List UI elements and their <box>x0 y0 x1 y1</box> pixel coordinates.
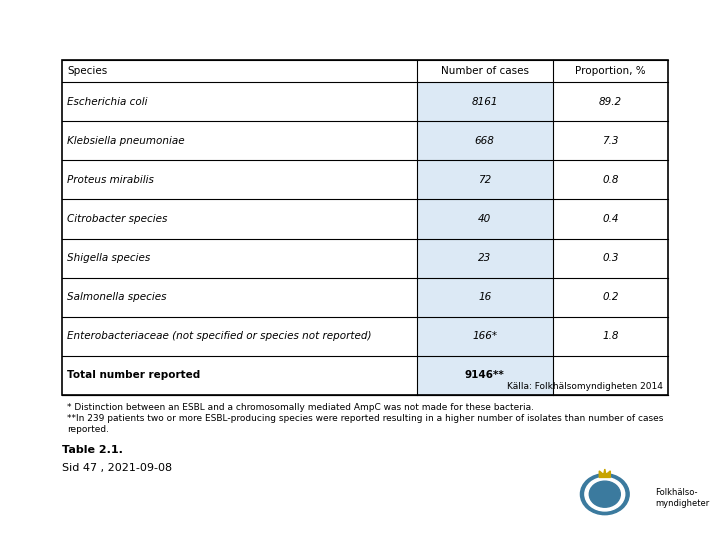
Bar <box>62 239 416 278</box>
Text: 668: 668 <box>474 136 495 146</box>
Text: 72: 72 <box>478 175 491 185</box>
Text: Escherichia coli: Escherichia coli <box>67 97 148 106</box>
Circle shape <box>580 474 629 515</box>
FancyArrow shape <box>602 484 608 494</box>
FancyArrow shape <box>605 492 617 496</box>
Bar <box>62 60 668 395</box>
Text: 16: 16 <box>478 292 491 302</box>
Bar <box>416 239 553 278</box>
Polygon shape <box>599 469 611 477</box>
Bar <box>416 82 553 121</box>
Bar <box>416 199 553 239</box>
Text: Folkhälso-
myndigheter: Folkhälso- myndigheter <box>655 488 709 508</box>
Bar <box>416 121 553 160</box>
Text: reported.: reported. <box>67 425 109 434</box>
Text: 40: 40 <box>478 214 491 224</box>
Bar <box>62 356 416 395</box>
Text: Källa: Folkhälsomyndigheten 2014: Källa: Folkhälsomyndigheten 2014 <box>507 382 663 391</box>
Text: Klebsiella pneumoniae: Klebsiella pneumoniae <box>67 136 184 146</box>
Bar <box>553 317 668 356</box>
Text: 8161: 8161 <box>472 97 498 106</box>
Text: Shigella species: Shigella species <box>67 253 150 263</box>
Bar <box>553 160 668 199</box>
Bar <box>553 82 668 121</box>
Bar <box>62 160 416 199</box>
Text: Table 2.1.: Table 2.1. <box>62 445 123 455</box>
Bar <box>553 121 668 160</box>
Bar <box>62 278 416 317</box>
Bar <box>553 60 668 82</box>
Text: 89.2: 89.2 <box>599 97 622 106</box>
Bar <box>553 356 668 395</box>
Text: Salmonella species: Salmonella species <box>67 292 166 302</box>
Bar <box>553 278 668 317</box>
Bar <box>62 82 416 121</box>
Text: 0.8: 0.8 <box>602 175 618 185</box>
Text: 23: 23 <box>478 253 491 263</box>
Text: 1.8: 1.8 <box>602 332 618 341</box>
Bar <box>416 356 553 395</box>
Circle shape <box>585 477 625 511</box>
Text: 7.3: 7.3 <box>602 136 618 146</box>
Text: 0.3: 0.3 <box>602 253 618 263</box>
FancyArrow shape <box>602 494 608 504</box>
Text: **In 239 patients two or more ESBL-producing species were reported resulting in : **In 239 patients two or more ESBL-produ… <box>67 414 663 423</box>
Bar <box>416 60 553 82</box>
Text: 166*: 166* <box>472 332 498 341</box>
Bar <box>416 278 553 317</box>
Bar <box>416 160 553 199</box>
Text: Total number reported: Total number reported <box>67 370 200 381</box>
Text: Proportion, %: Proportion, % <box>575 66 646 76</box>
Bar <box>62 60 416 82</box>
Text: 9146**: 9146** <box>465 370 505 381</box>
Circle shape <box>589 481 621 507</box>
Text: 0.2: 0.2 <box>602 292 618 302</box>
Text: 0.4: 0.4 <box>602 214 618 224</box>
Bar <box>416 317 553 356</box>
Text: Enterobacteriaceae (not specified or species not reported): Enterobacteriaceae (not specified or spe… <box>67 332 372 341</box>
Text: Sid 47 , 2021-09-08: Sid 47 , 2021-09-08 <box>62 463 172 473</box>
Text: Species: Species <box>67 66 107 76</box>
Text: * Distinction between an ESBL and a chromosomally mediated AmpC was not made for: * Distinction between an ESBL and a chro… <box>67 403 534 412</box>
FancyArrow shape <box>593 492 605 496</box>
Text: Citrobacter species: Citrobacter species <box>67 214 167 224</box>
Bar <box>62 199 416 239</box>
Text: Number of cases: Number of cases <box>441 66 528 76</box>
Bar <box>553 199 668 239</box>
Bar <box>553 239 668 278</box>
Text: Proteus mirabilis: Proteus mirabilis <box>67 175 154 185</box>
Bar <box>62 317 416 356</box>
Bar <box>62 121 416 160</box>
